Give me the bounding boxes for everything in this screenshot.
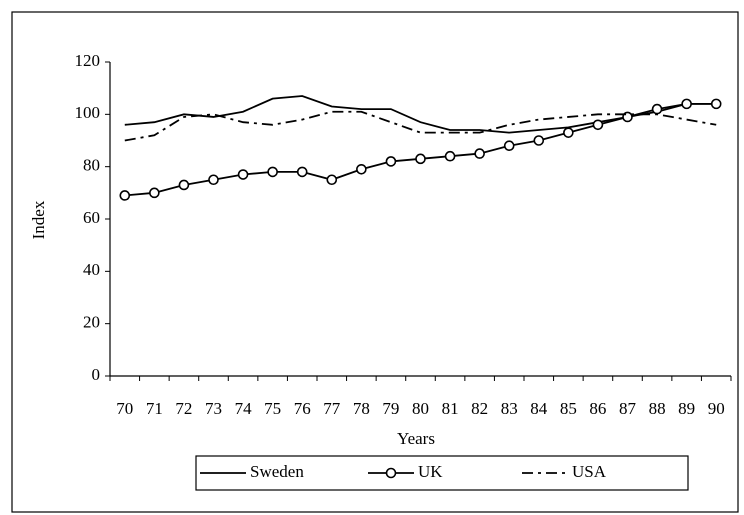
- legend-label: Sweden: [250, 462, 304, 481]
- x-tick-label: 72: [175, 399, 192, 418]
- series-marker: [681, 98, 692, 110]
- series-marker: [710, 98, 722, 110]
- series-marker: [415, 153, 426, 165]
- series-marker: [474, 148, 485, 159]
- x-tick-label: 78: [353, 399, 370, 418]
- x-tick-label: 81: [442, 399, 459, 418]
- legend-label: UK: [418, 462, 443, 481]
- series-marker: [326, 174, 338, 186]
- series-marker: [356, 163, 367, 175]
- series-marker: [267, 166, 278, 178]
- x-tick-label: 73: [205, 399, 222, 418]
- series-marker: [119, 190, 131, 201]
- y-tick-label: 120: [75, 51, 101, 70]
- y-tick-label: 40: [83, 260, 100, 279]
- series-marker: [563, 127, 574, 138]
- x-tick-label: 84: [530, 399, 548, 418]
- y-tick-label: 80: [83, 156, 100, 175]
- x-tick-label: 71: [146, 399, 163, 418]
- x-tick-label: 90: [708, 399, 725, 418]
- y-tick-label: 0: [92, 365, 101, 384]
- y-tick-label: 20: [83, 313, 100, 332]
- legend-marker: [385, 467, 397, 479]
- y-tick-label: 100: [75, 103, 101, 122]
- series-marker: [178, 179, 190, 191]
- series-marker: [237, 169, 249, 180]
- x-tick-label: 88: [649, 399, 666, 418]
- series-marker: [296, 166, 308, 178]
- x-tick-label: 75: [264, 399, 281, 418]
- x-tick-label: 74: [235, 399, 253, 418]
- x-tick-label: 77: [323, 399, 341, 418]
- y-tick-label: 60: [83, 208, 100, 227]
- x-tick-label: 87: [619, 399, 637, 418]
- series-marker: [208, 174, 219, 186]
- y-axis-label: Index: [29, 200, 48, 239]
- x-tick-label: 80: [412, 399, 429, 418]
- x-axis-label: Years: [397, 429, 435, 448]
- series-marker: [503, 140, 515, 152]
- x-tick-label: 86: [589, 399, 606, 418]
- series-marker: [385, 156, 397, 167]
- x-tick-label: 83: [501, 399, 518, 418]
- x-tick-label: 76: [294, 399, 311, 418]
- legend-label: USA: [572, 462, 607, 481]
- x-tick-label: 82: [471, 399, 488, 418]
- series-marker: [533, 135, 545, 146]
- chart-frame: [11, 11, 739, 513]
- series-marker: [651, 103, 663, 115]
- x-tick-label: 89: [678, 399, 695, 418]
- x-tick-label: 85: [560, 399, 577, 418]
- series-marker: [444, 150, 456, 162]
- x-tick-label: 70: [116, 399, 133, 418]
- series-marker: [592, 119, 604, 131]
- legend-box: [195, 455, 689, 491]
- series-marker: [149, 187, 160, 199]
- series-line: [124, 110, 717, 142]
- x-tick-label: 79: [382, 399, 399, 418]
